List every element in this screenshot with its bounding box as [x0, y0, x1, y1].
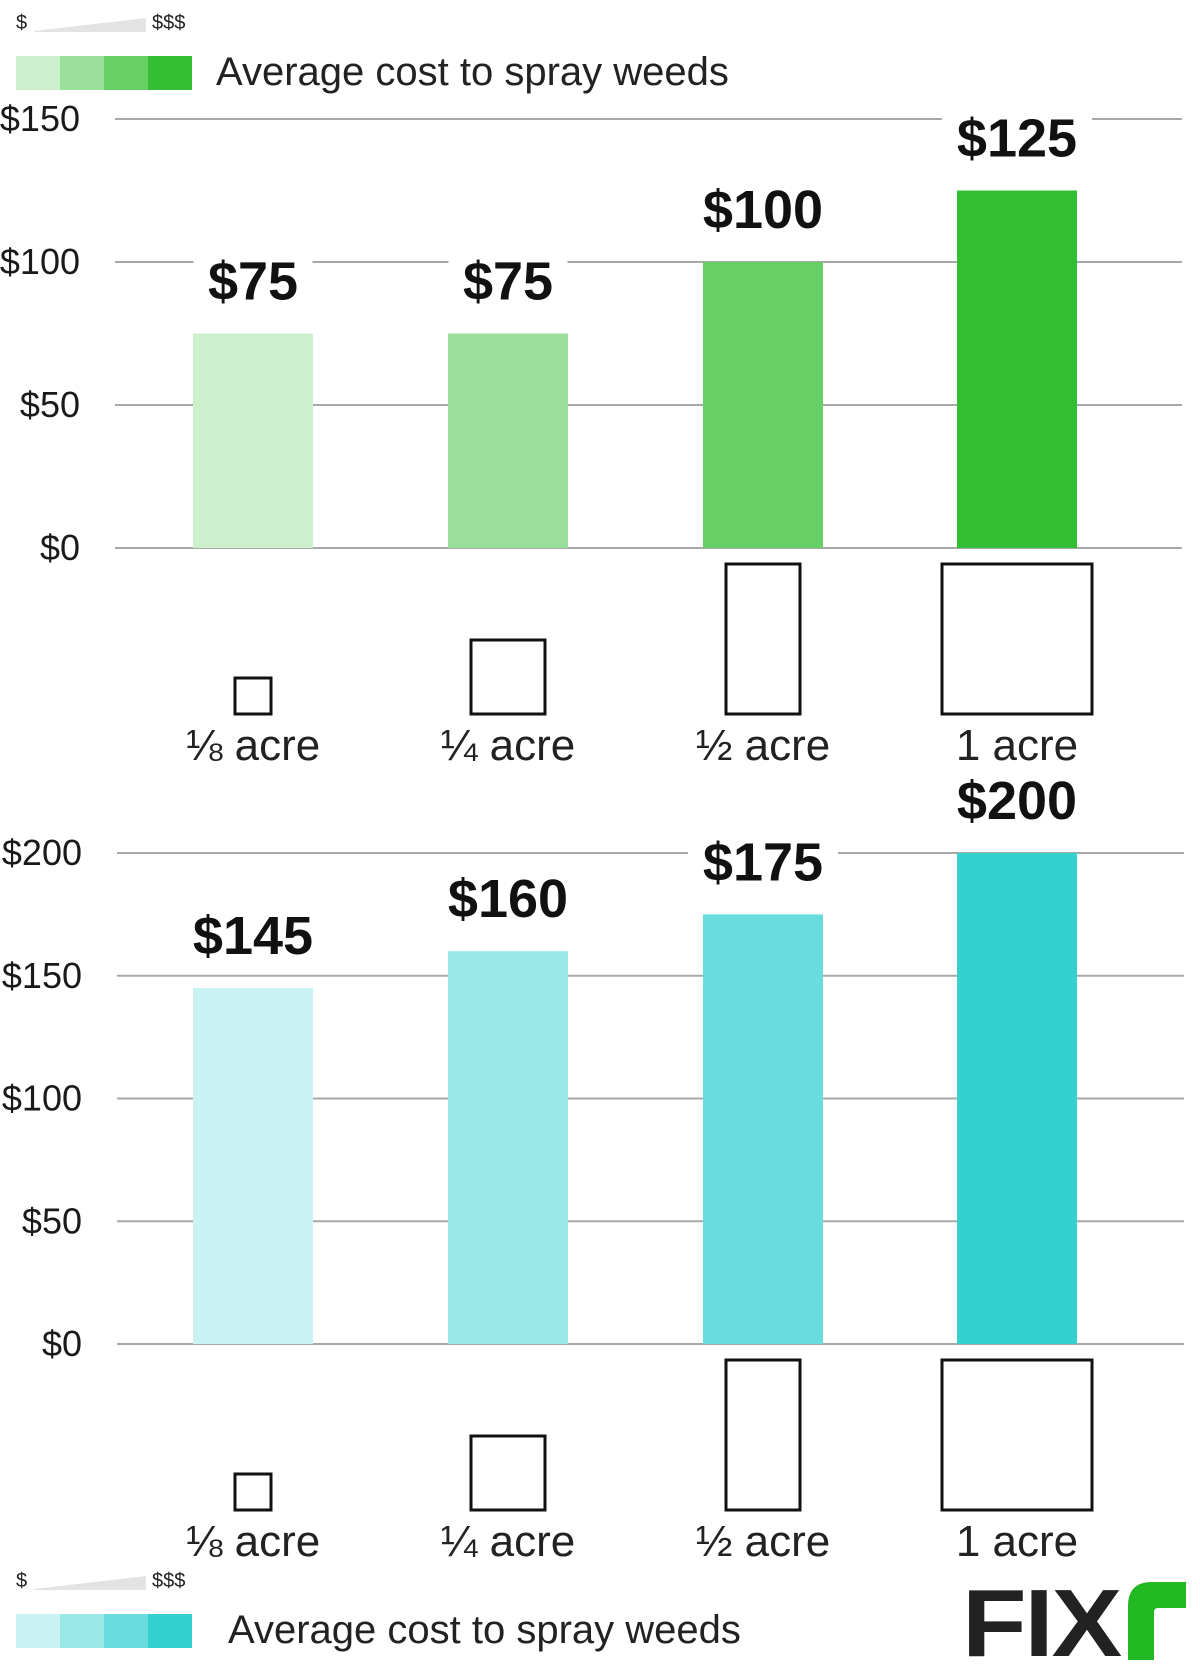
legend-scale: $ $$$ — [0, 1568, 200, 1598]
acre-size-icon — [724, 562, 802, 716]
legend-top: $ $$$ Average cost to spray weeds — [0, 10, 900, 100]
value-label: $175 — [703, 832, 823, 892]
legend-low-label: $ — [16, 1570, 28, 1592]
y-tick-label: $0 — [40, 527, 80, 568]
value-label-bg — [178, 906, 328, 965]
value-label-bg — [433, 869, 583, 928]
legend-high-label: $$$ — [152, 12, 186, 34]
value-label: $200 — [957, 771, 1077, 831]
legend-swatch — [16, 56, 60, 90]
value-label: $100 — [703, 180, 823, 240]
y-tick-label: $50 — [20, 384, 80, 425]
legend-low-label: $ — [16, 12, 28, 34]
category-label: ⅛ acre — [186, 721, 321, 770]
y-tick-label: $150 — [0, 98, 80, 139]
y-tick-label: $50 — [22, 1200, 82, 1241]
value-label-bg — [688, 180, 838, 238]
category-label: ¼ acre — [441, 1517, 576, 1566]
bar — [703, 914, 823, 1344]
value-label: $75 — [463, 252, 553, 312]
y-tick-label: $100 — [2, 1078, 82, 1119]
value-label: $75 — [208, 252, 298, 312]
bar — [957, 853, 1077, 1344]
fixr-logo: FIX — [962, 1576, 1186, 1660]
legend-swatch — [60, 1614, 104, 1648]
acre-size-icon — [469, 638, 547, 716]
bar — [957, 190, 1077, 548]
value-label: $160 — [448, 869, 568, 929]
value-label-bg — [193, 251, 313, 310]
value-label-bg — [448, 251, 568, 310]
bar — [193, 333, 313, 548]
value-label-bg — [688, 832, 838, 891]
category-label: ¼ acre — [441, 721, 576, 770]
value-label: $125 — [957, 109, 1077, 169]
value-label: $145 — [193, 906, 313, 966]
legend-swatch — [60, 56, 104, 90]
chart-1: $0 $50 $100 $150 $75 ⅛ acre $75 ¼ acre $100 ½ acr… — [0, 98, 1182, 770]
acre-size-icon — [233, 676, 273, 716]
y-tick-label: $100 — [0, 241, 80, 282]
acre-size-icon — [940, 562, 1094, 716]
category-label: ½ acre — [696, 721, 831, 770]
category-label: ½ acre — [696, 1517, 831, 1566]
logo-r-mark — [1128, 1582, 1186, 1660]
bar — [448, 951, 568, 1344]
category-label: 1 acre — [956, 1517, 1078, 1566]
bar — [193, 988, 313, 1344]
acre-size-icon — [469, 1434, 547, 1512]
acre-size-icon — [724, 1358, 802, 1512]
acre-size-icon — [233, 1472, 273, 1512]
legend-wedge-icon — [34, 1576, 146, 1590]
logo-text: FIX — [962, 1576, 1122, 1660]
category-label: ⅛ acre — [186, 1517, 321, 1566]
legend-text: Average cost to spray weeds — [228, 1608, 741, 1652]
chart-2: $0 $50 $100 $150 $200 $145 ⅛ acre $160 ¼ acre $17… — [2, 771, 1184, 1566]
acre-size-icon — [940, 1358, 1094, 1512]
legend-swatch — [148, 56, 192, 90]
category-label: 1 acre — [956, 721, 1078, 770]
legend-swatch — [104, 1614, 148, 1648]
legend-swatches — [16, 56, 192, 90]
bar — [703, 262, 823, 548]
legend-swatch — [16, 1614, 60, 1648]
legend-high-label: $$$ — [152, 1570, 186, 1592]
y-tick-label: $150 — [2, 955, 82, 996]
legend-text: Average cost to spray weeds — [216, 50, 729, 94]
legend-wedge-icon — [34, 18, 146, 32]
y-tick-label: $0 — [42, 1323, 82, 1364]
legend-scale: $ $$$ — [0, 10, 200, 40]
legend-swatch — [148, 1614, 192, 1648]
bar — [448, 333, 568, 548]
legend-swatch — [104, 56, 148, 90]
value-label-bg — [942, 108, 1092, 167]
y-tick-label: $200 — [2, 832, 82, 873]
value-label-bg — [942, 771, 1092, 829]
legend-swatches — [16, 1614, 192, 1648]
legend-bottom: $ $$$ Average cost to spray weeds — [0, 1568, 900, 1658]
